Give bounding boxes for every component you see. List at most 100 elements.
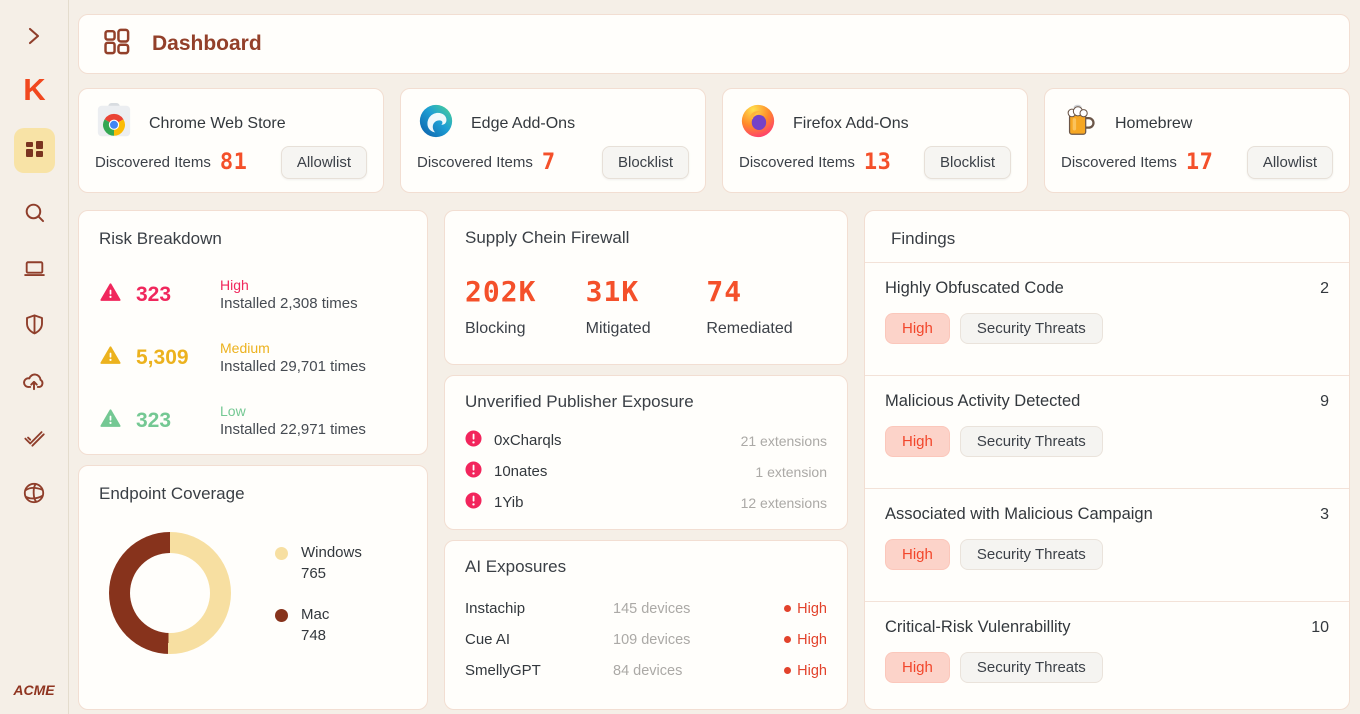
risk-level: Low bbox=[220, 403, 246, 419]
category-badge: Security Threats bbox=[959, 652, 1103, 683]
publisher-extension-count: 12 extensions bbox=[740, 494, 827, 511]
discovered-items-count: 81 bbox=[219, 150, 248, 175]
discovered-items-label: Discovered Items bbox=[95, 154, 211, 171]
discovered-items-count: 13 bbox=[863, 150, 892, 175]
category-badge: Security Threats bbox=[959, 313, 1103, 344]
discovered-items-count: 17 bbox=[1185, 150, 1214, 175]
supply-chain-firewall-card: Supply Chein Firewall 202K Blocking 31K … bbox=[444, 210, 848, 365]
sidebar-item-approvals[interactable] bbox=[12, 423, 56, 453]
card-title: Risk Breakdown bbox=[99, 229, 222, 248]
edge-icon bbox=[417, 102, 455, 145]
publisher-extension-count: 1 extension bbox=[755, 463, 827, 480]
sidebar-item-devices[interactable] bbox=[12, 255, 56, 285]
sidebar-item-network[interactable] bbox=[12, 479, 56, 509]
risk-level: High bbox=[220, 277, 249, 293]
finding-count: 2 bbox=[1320, 280, 1329, 297]
ai-exposure-row[interactable]: Cue AI 109 devices High bbox=[465, 624, 827, 655]
publisher-name: 10nates bbox=[494, 463, 548, 480]
chrome-web-store-icon bbox=[95, 102, 133, 145]
page-title: Dashboard bbox=[152, 32, 262, 55]
warning-triangle-icon bbox=[99, 344, 122, 372]
finding-title: Malicious Activity Detected bbox=[885, 392, 1081, 410]
store-cards: Chrome Web Store Discovered Items 81 All… bbox=[78, 88, 1350, 193]
category-badge: Security Threats bbox=[959, 539, 1103, 570]
finding-row[interactable]: Malicious Activity Detected 9 High Secur… bbox=[865, 375, 1349, 488]
risk-breakdown-card: Risk Breakdown 323 High Installed 2,308 … bbox=[78, 210, 428, 455]
store-name: Homebrew bbox=[1115, 114, 1193, 132]
finding-row[interactable]: Critical-Risk Vulenrabillity 10 High Sec… bbox=[865, 601, 1349, 714]
risk-dot-icon bbox=[784, 667, 792, 674]
sidebar-item-dashboard[interactable] bbox=[13, 128, 55, 173]
cloud-upload-icon bbox=[21, 368, 47, 397]
sidebar: K ACME bbox=[0, 0, 69, 714]
ai-device-count: 145 devices bbox=[613, 600, 691, 617]
finding-row[interactable]: Associated with Malicious Campaign 3 Hig… bbox=[865, 488, 1349, 601]
dashboard-outline-icon bbox=[101, 26, 132, 62]
ai-risk-level: High bbox=[797, 662, 827, 679]
stat-value: 202K bbox=[465, 275, 537, 308]
page-header: Dashboard bbox=[78, 14, 1350, 74]
globe-icon bbox=[21, 480, 47, 509]
windows-legend-dot bbox=[275, 547, 288, 560]
finding-title: Associated with Malicious Campaign bbox=[885, 505, 1153, 523]
warning-triangle-icon bbox=[99, 407, 122, 435]
allowlist-button[interactable]: Allowlist bbox=[1246, 146, 1333, 179]
discovered-items-count: 7 bbox=[541, 150, 556, 175]
ai-exposure-row[interactable]: Instachip 145 devices High bbox=[465, 593, 827, 624]
store-card-chrome: Chrome Web Store Discovered Items 81 All… bbox=[78, 88, 384, 193]
sidebar-expand-button[interactable] bbox=[12, 22, 56, 52]
brand-logo[interactable]: K bbox=[23, 72, 45, 107]
risk-dot-icon bbox=[784, 636, 792, 643]
card-title: Findings bbox=[891, 229, 956, 248]
allowlist-button[interactable]: Allowlist bbox=[280, 146, 367, 179]
severity-badge: High bbox=[885, 426, 950, 457]
main-content: Dashboard Chrome Web Store Discovered It… bbox=[69, 0, 1360, 714]
risk-installed: Installed 22,971 times bbox=[220, 421, 366, 438]
endpoint-coverage-card: Endpoint Coverage Windows 765 Mac 748 bbox=[78, 465, 428, 710]
check-icon bbox=[21, 424, 47, 453]
blocklist-button[interactable]: Blocklist bbox=[601, 146, 689, 179]
ai-app-name: Cue AI bbox=[465, 631, 511, 648]
legend-item-mac: Mac 748 bbox=[275, 606, 362, 644]
store-card-edge: Edge Add-Ons Discovered Items 7 Blocklis… bbox=[400, 88, 706, 193]
laptop-icon bbox=[22, 256, 47, 284]
sidebar-item-cloud-upload[interactable] bbox=[12, 367, 56, 397]
legend-label: Mac bbox=[301, 606, 330, 623]
severity-badge: High bbox=[885, 313, 950, 344]
publisher-row[interactable]: 0xCharqls 21 extensions bbox=[465, 425, 827, 456]
stat-value: 74 bbox=[706, 275, 743, 308]
sidebar-item-security[interactable] bbox=[12, 311, 56, 341]
risk-level: Medium bbox=[220, 340, 270, 356]
sidebar-item-search[interactable] bbox=[12, 199, 56, 229]
card-title: AI Exposures bbox=[465, 557, 567, 576]
legend-value: 765 bbox=[301, 565, 327, 582]
finding-count: 3 bbox=[1320, 506, 1329, 523]
warning-triangle-icon bbox=[99, 281, 122, 309]
finding-title: Critical-Risk Vulenrabillity bbox=[885, 618, 1071, 636]
discovered-items-label: Discovered Items bbox=[739, 154, 855, 171]
ai-exposure-row[interactable]: SmellyGPT 84 devices High bbox=[465, 655, 827, 686]
firefox-icon bbox=[739, 102, 777, 145]
ai-device-count: 109 devices bbox=[613, 631, 691, 648]
publisher-row[interactable]: 1Yib 12 extensions bbox=[465, 487, 827, 518]
search-icon bbox=[22, 200, 47, 228]
ai-app-name: Instachip bbox=[465, 600, 526, 617]
chevron-right-icon bbox=[22, 24, 46, 51]
publisher-row[interactable]: 10nates 1 extension bbox=[465, 456, 827, 487]
store-name: Edge Add-Ons bbox=[471, 114, 576, 132]
discovered-items-label: Discovered Items bbox=[417, 154, 533, 171]
ai-risk-level: High bbox=[797, 631, 827, 648]
firewall-stat-blocking: 202K Blocking bbox=[465, 275, 586, 338]
blocklist-button[interactable]: Blocklist bbox=[923, 146, 1011, 179]
card-title: Unverified Publisher Exposure bbox=[465, 392, 694, 411]
findings-card: Findings Highly Obfuscated Code 2 High S… bbox=[864, 210, 1350, 710]
finding-count: 10 bbox=[1311, 619, 1329, 636]
dashboard-grid-icon bbox=[23, 138, 45, 163]
finding-row[interactable]: Highly Obfuscated Code 2 High Security T… bbox=[865, 262, 1349, 375]
risk-count: 323 bbox=[136, 282, 172, 306]
risk-dot-icon bbox=[784, 605, 792, 612]
card-title: Endpoint Coverage bbox=[99, 484, 245, 503]
store-card-firefox: Firefox Add-Ons Discovered Items 13 Bloc… bbox=[722, 88, 1028, 193]
ai-app-name: SmellyGPT bbox=[465, 662, 541, 679]
dashboard-grid: Risk Breakdown 323 High Installed 2,308 … bbox=[78, 210, 1350, 710]
